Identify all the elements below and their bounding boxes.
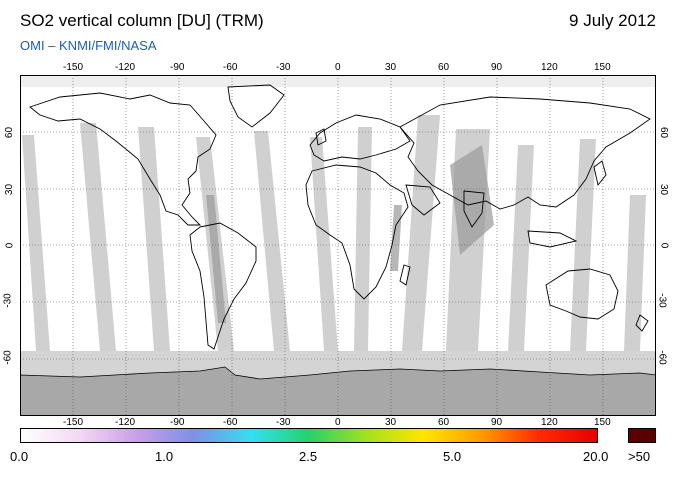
colorbar-label-0: 0.0 bbox=[10, 449, 29, 464]
swath-gaps-dark bbox=[206, 145, 494, 323]
australia bbox=[545, 268, 619, 320]
arabia bbox=[405, 184, 441, 216]
lon-label-bottom: -30 bbox=[276, 417, 291, 428]
africa bbox=[305, 164, 409, 300]
lon-label-bottom: -120 bbox=[115, 417, 136, 428]
lat-label-left: -30 bbox=[2, 293, 14, 308]
map-subtitle: OMI – KNMI/FMI/NASA bbox=[20, 38, 157, 53]
lat-label-left: 60 bbox=[4, 126, 16, 139]
lon-label-top: 30 bbox=[385, 62, 397, 73]
lat-label-right: -60 bbox=[656, 350, 668, 365]
india bbox=[463, 190, 485, 228]
lon-label-top: 60 bbox=[438, 62, 450, 73]
greenland bbox=[227, 84, 285, 128]
colorbar-label-2: 2.5 bbox=[299, 449, 318, 464]
lat-label-right: 60 bbox=[658, 126, 670, 139]
lat-label-left: 30 bbox=[4, 183, 16, 196]
lon-label-top: 150 bbox=[594, 62, 611, 73]
lon-label-top: 120 bbox=[541, 62, 558, 73]
madagascar bbox=[399, 264, 411, 286]
lon-label-bottom: 60 bbox=[438, 417, 450, 428]
colorbar-label-4: 20.0 bbox=[583, 449, 609, 464]
lon-labels-top-row: -150 -120 -90 -60 -30 0 30 60 90 120 150 bbox=[20, 62, 656, 74]
lon-label-bottom: -60 bbox=[223, 417, 238, 428]
antarctica bbox=[20, 366, 656, 416]
colorbar bbox=[20, 428, 598, 443]
lon-label-top: -60 bbox=[223, 62, 238, 73]
graticule bbox=[20, 75, 656, 416]
lon-label-top: -30 bbox=[276, 62, 291, 73]
new-zealand bbox=[635, 314, 649, 332]
lat-labels-left: 60 30 0 -30 -60 bbox=[2, 75, 18, 416]
north-america bbox=[29, 92, 217, 226]
colorbar-label-1: 1.0 bbox=[155, 449, 174, 464]
lon-label-top: -120 bbox=[115, 62, 136, 73]
lon-label-bottom: 150 bbox=[594, 417, 611, 428]
map-title: SO2 vertical column [DU] (TRM) bbox=[20, 11, 264, 30]
colorbar-over-swatch bbox=[628, 428, 656, 443]
south-america bbox=[189, 222, 257, 350]
lat-label-left: 0 bbox=[4, 242, 16, 249]
lat-label-right: 0 bbox=[658, 242, 670, 249]
so2-world-map bbox=[20, 75, 656, 416]
lon-label-top: 0 bbox=[335, 62, 341, 73]
lon-labels-bottom-row: -150 -120 -90 -60 -30 0 30 60 90 120 150 bbox=[20, 417, 656, 429]
lon-label-top: 90 bbox=[491, 62, 503, 73]
indonesia bbox=[527, 230, 578, 248]
lon-label-bottom: 0 bbox=[335, 417, 341, 428]
lon-label-top: -150 bbox=[63, 62, 84, 73]
lat-label-right: -30 bbox=[656, 293, 668, 308]
lon-label-bottom: 90 bbox=[491, 417, 503, 428]
asia bbox=[399, 96, 651, 210]
lat-labels-right: 60 30 0 -30 -60 bbox=[656, 75, 672, 416]
lat-label-left: -60 bbox=[2, 350, 14, 365]
europe bbox=[309, 114, 411, 162]
lat-label-right: 30 bbox=[658, 183, 670, 196]
lon-label-top: -90 bbox=[170, 62, 185, 73]
map-date: 9 July 2012 bbox=[569, 11, 656, 30]
british-isles bbox=[315, 128, 327, 146]
lon-label-bottom: 30 bbox=[385, 417, 397, 428]
colorbar-label-3: 5.0 bbox=[443, 449, 462, 464]
lon-label-bottom: 120 bbox=[541, 417, 558, 428]
map-frame bbox=[20, 75, 656, 416]
coastlines bbox=[29, 84, 651, 350]
japan bbox=[593, 160, 607, 187]
lon-label-bottom: -90 bbox=[170, 417, 185, 428]
colorbar-label-5: >50 bbox=[628, 449, 651, 464]
lon-label-bottom: -150 bbox=[63, 417, 84, 428]
